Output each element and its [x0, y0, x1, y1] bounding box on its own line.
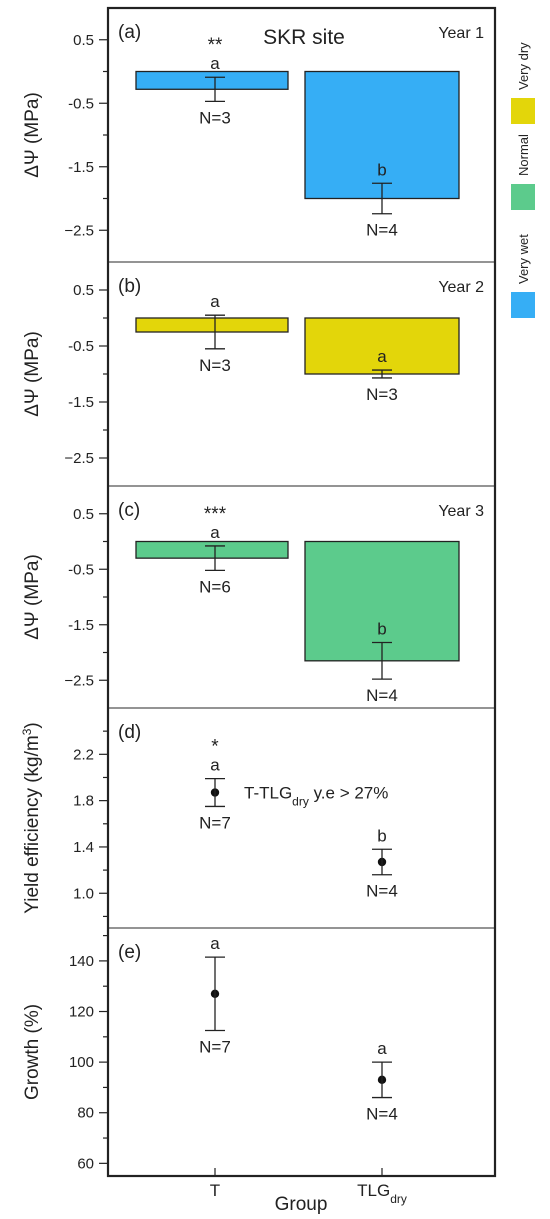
y-tick-label: −2.5 [64, 450, 94, 467]
panel-label: (e) [118, 942, 141, 963]
bar [135, 317, 289, 333]
group-letter: b [377, 620, 386, 639]
n-label: N=4 [366, 1105, 398, 1124]
y-tick-label: -0.5 [68, 95, 94, 112]
n-label: N=4 [366, 686, 398, 705]
group-letter: a [210, 54, 220, 73]
y-axis-title: Growth (%) [22, 1004, 43, 1100]
panel-label: (b) [118, 276, 141, 297]
significance-marker: * [211, 737, 219, 758]
y-tick-label: 80 [77, 1105, 94, 1122]
n-label: N=7 [199, 1037, 231, 1056]
legend: Very dry Normal Very wet [511, 42, 535, 318]
group-letter: a [210, 934, 220, 953]
y-tick-label: -0.5 [68, 338, 94, 355]
y-tick-label: 2.2 [73, 746, 94, 763]
n-label: N=3 [199, 108, 231, 127]
panel-c: 0.5 -0.5 -1.5 −2.5 ΔΨ (MPa) (c) Year 3 a N=6 *** b… [22, 485, 495, 705]
y-tick-label: -1.5 [68, 159, 94, 176]
legend-swatch [511, 98, 535, 124]
legend-label: Very wet [516, 234, 531, 284]
group-letter: b [377, 160, 386, 179]
y-tick-label: 1.4 [73, 839, 94, 856]
panel-b: 0.5 -0.5 -1.5 −2.5 ΔΨ (MPa) (b) Year 2 a N=3 a N=3 [22, 261, 495, 467]
n-label: N=4 [366, 882, 398, 901]
n-label: N=4 [366, 221, 398, 240]
panel-e: 60 80 100 120 140 Growth (%) (e) a N=7 a N=4 [22, 927, 495, 1172]
legend-swatch [511, 184, 535, 210]
group-letter: b [377, 826, 386, 845]
y-tick-label: 1.8 [73, 793, 94, 810]
bar [135, 540, 289, 559]
y-tick-label: -0.5 [68, 561, 94, 578]
legend-swatch [511, 292, 535, 318]
x-tick-label: T [210, 1181, 220, 1200]
y-tick-label: 0.5 [73, 282, 94, 299]
panel-label: (c) [118, 500, 140, 521]
group-letter: a [210, 756, 220, 775]
y-tick-label: −2.5 [64, 222, 94, 239]
y-tick-label: 0.5 [73, 506, 94, 523]
yield-annotation: T-TLGdry y.e > 27% [244, 784, 388, 809]
y-tick-label: 60 [77, 1155, 94, 1172]
y-axis-title: ΔΨ (MPa) [22, 92, 43, 178]
x-axis: T TLGdry [210, 1168, 407, 1206]
bar [135, 70, 289, 90]
n-label: N=3 [199, 356, 231, 375]
panel-a: 0.5 -0.5 -1.5 −2.5 ΔΨ (MPa) (a) Year 1 a N=3 ** b N… [22, 22, 484, 240]
x-tick-label: TLGdry [357, 1181, 407, 1206]
bar [304, 70, 460, 200]
legend-label: Normal [516, 134, 531, 176]
group-letter: a [377, 1039, 387, 1058]
y-tick-label: 140 [69, 953, 94, 970]
panels: 0.5 -0.5 -1.5 −2.5 ΔΨ (MPa) (a) Year 1 a N=3 ** b N… [20, 22, 495, 1172]
y-axis-title: ΔΨ (MPa) [22, 554, 43, 640]
y-tick-label: -1.5 [68, 617, 94, 634]
year-label: Year 1 [438, 25, 484, 42]
panel-label: (d) [118, 722, 141, 743]
group-letter: a [377, 347, 387, 366]
year-label: Year 2 [438, 279, 484, 296]
significance-marker: *** [204, 504, 227, 525]
significance-marker: ** [208, 35, 223, 56]
legend-label: Very dry [516, 42, 531, 90]
y-tick-label: −2.5 [64, 672, 94, 689]
group-letter: a [210, 292, 220, 311]
y-tick-label: 0.5 [73, 32, 94, 49]
plot-frame [106, 6, 497, 1178]
y-tick-label: 1.0 [73, 885, 94, 902]
y-axis-title: Yield efficiency (kg/m3) [20, 722, 43, 913]
bar [304, 540, 460, 662]
n-label: N=7 [199, 813, 231, 832]
y-axis-title: ΔΨ (MPa) [22, 331, 43, 417]
panel-label: (a) [118, 22, 141, 43]
bar [304, 317, 460, 375]
y-tick-label: -1.5 [68, 394, 94, 411]
x-axis-title: Group [275, 1194, 328, 1215]
y-tick-label: 100 [69, 1054, 94, 1071]
group-letter: a [210, 523, 220, 542]
panel-d: 1.0 1.4 1.8 2.2 Yield efficiency (kg/m3) (d) a… [20, 707, 495, 918]
n-label: N=6 [199, 577, 231, 596]
site-title: SKR site [263, 26, 345, 49]
y-tick-label: 120 [69, 1004, 94, 1021]
n-label: N=3 [366, 385, 398, 404]
year-label: Year 3 [438, 503, 484, 520]
